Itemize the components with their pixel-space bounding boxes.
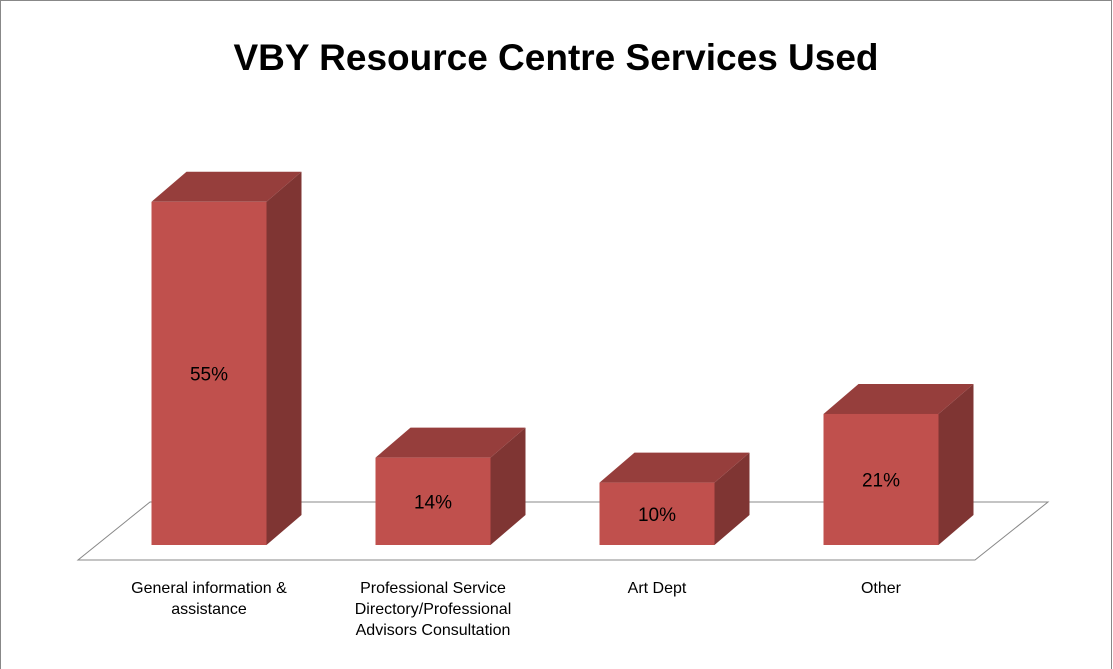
- bar-side: [490, 427, 526, 545]
- x-tick-label: Professional Service Directory/Professio…: [354, 580, 512, 639]
- bar-top: [823, 383, 974, 414]
- bar-side: [938, 383, 974, 545]
- x-tick-label: Other: [860, 580, 901, 597]
- bar: [151, 201, 267, 546]
- bar-top: [151, 171, 302, 202]
- bar-top: [599, 452, 750, 483]
- x-tick-label: General information & assistance: [131, 580, 287, 618]
- data-label: 14%: [414, 492, 452, 513]
- chart-title: VBY Resource Centre Services Used: [233, 37, 878, 78]
- bar-side: [266, 171, 302, 546]
- bar: [375, 457, 491, 545]
- bar: [599, 482, 715, 545]
- bar: [823, 413, 939, 545]
- bar-top: [375, 427, 526, 458]
- floor: [76, 501, 1050, 561]
- bar-side: [714, 452, 750, 545]
- x-tick-label: Art Dept: [627, 580, 687, 597]
- data-label: 21%: [862, 470, 900, 491]
- data-label: 55%: [190, 364, 228, 385]
- data-label: 10%: [638, 505, 676, 526]
